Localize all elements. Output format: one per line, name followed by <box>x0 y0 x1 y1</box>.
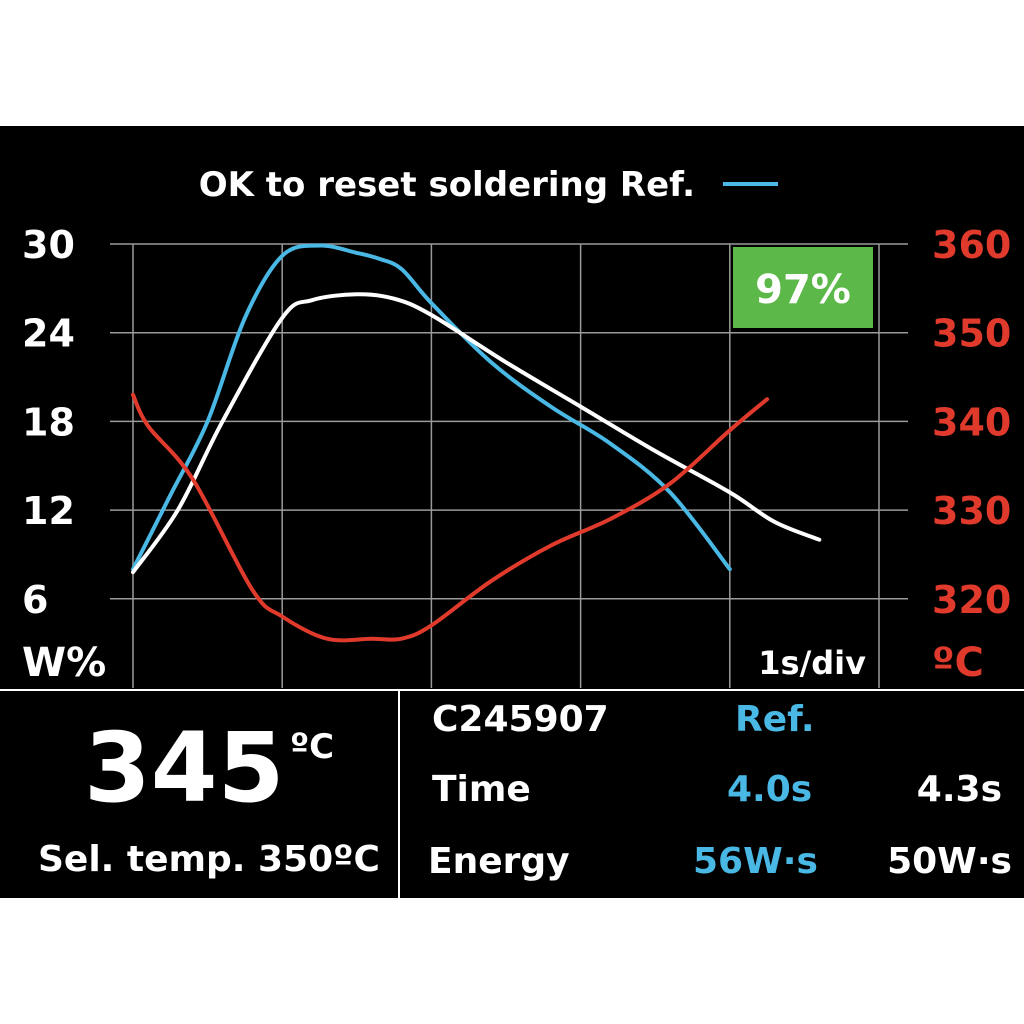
match-badge <box>733 247 873 328</box>
energy-label: Energy <box>428 841 570 882</box>
reference-power-curve <box>131 243 732 572</box>
right-axis-tick-label: 350 <box>932 312 1011 356</box>
right-axis-tick-label: 320 <box>932 578 1011 622</box>
time-current-value: 4.3s <box>916 769 1002 810</box>
left-axis-tick-label: 30 <box>22 223 75 267</box>
energy-ref-value: 56W·s <box>693 841 818 882</box>
right-axis-unit: ºC <box>932 640 984 686</box>
energy-current-value: 50W·s <box>887 841 1012 882</box>
station-display: OK to reset soldering Ref. 30 24 18 12 6 360… <box>0 126 1024 898</box>
current-power-curve <box>131 292 822 575</box>
left-axis-tick-label: 12 <box>22 489 75 533</box>
ref-header: Ref. <box>735 699 815 740</box>
left-axis-unit: W% <box>22 640 106 686</box>
current-temperature-value: 345 <box>84 712 285 824</box>
left-axis-tick-label: 18 <box>22 400 75 444</box>
right-axis-tick-label: 340 <box>932 400 1011 444</box>
right-axis-tick-label: 360 <box>932 223 1011 267</box>
time-label: Time <box>432 769 531 810</box>
left-axis-tick-label: 6 <box>22 578 48 622</box>
current-temperature-unit: ºC <box>290 727 335 767</box>
chart-lines <box>131 243 822 643</box>
temperature-curve <box>131 392 770 643</box>
selected-temperature: Sel. temp. 350ºC <box>38 839 380 880</box>
time-scale-label: 1s/div <box>758 644 866 682</box>
tool-id: C245907 <box>432 699 609 740</box>
match-badge-text: 97% <box>755 267 851 313</box>
time-ref-value: 4.0s <box>727 769 813 810</box>
soldering-chart: OK to reset soldering Ref. 30 24 18 12 6 360… <box>0 165 1024 898</box>
left-axis-tick-label: 24 <box>22 312 75 356</box>
left-axis-ticks: 30 24 18 12 6 <box>22 223 75 622</box>
right-axis-ticks: 360 350 340 330 320 <box>932 223 1011 622</box>
legend-label: OK to reset soldering Ref. <box>199 165 695 205</box>
right-axis-tick-label: 330 <box>932 489 1011 533</box>
